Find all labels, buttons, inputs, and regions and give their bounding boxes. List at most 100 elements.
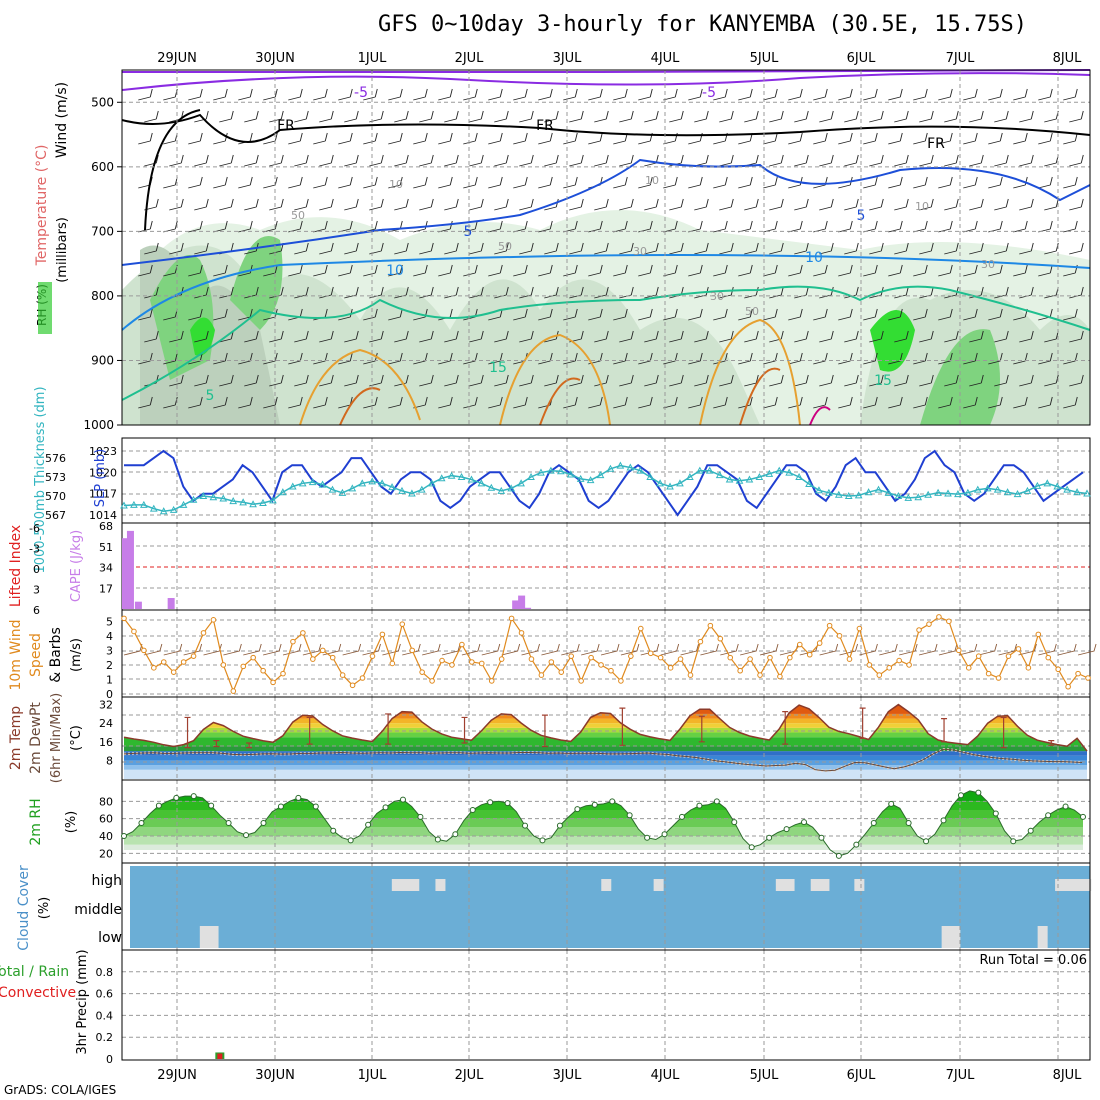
wind-barb [238, 176, 253, 189]
wind-barb [663, 176, 678, 189]
contour-label: FR [927, 136, 945, 152]
wind-barb [488, 88, 503, 101]
wind-barb [1013, 132, 1028, 145]
cloud-bar-high [1072, 879, 1083, 891]
rh-marker [504, 800, 511, 807]
wind-barb [594, 242, 609, 255]
wind-barb [1044, 374, 1059, 387]
slp-tick-label: 1023 [89, 445, 117, 458]
wind-barb [963, 132, 978, 145]
wind-barb [719, 374, 734, 387]
wind-barb [538, 132, 553, 145]
wind-barb [613, 308, 628, 321]
wind-speed-marker [727, 654, 734, 661]
contour-label: 5 [464, 224, 473, 240]
wind-barb [488, 132, 503, 145]
wind-barb [700, 643, 719, 656]
wind-barb [144, 330, 159, 343]
wind-barb [494, 330, 509, 343]
thickness-marker [328, 485, 337, 493]
wind-barb [561, 643, 580, 656]
temp-minmax-bar [941, 717, 948, 743]
thickness-marker [954, 490, 962, 498]
x-tick-label-top: 6JUL [847, 51, 877, 66]
thickness-marker [1043, 479, 1052, 487]
wind-speed-marker [1025, 665, 1032, 671]
wind-barb [1013, 396, 1028, 409]
wind-barb [363, 176, 378, 189]
thickness-marker [745, 475, 754, 483]
rh-marker [957, 792, 964, 799]
rh-marker [748, 844, 755, 851]
wind-barb [638, 352, 653, 365]
wind-speed-marker [469, 659, 475, 665]
wind-barb [344, 110, 359, 123]
wind-speed-marker [329, 654, 336, 661]
run-total-label: Run Total = 0.06 [979, 953, 1087, 968]
wind-barb [788, 88, 803, 101]
wind-barb [938, 264, 953, 277]
wind-barb [481, 643, 501, 656]
wind-barb [888, 396, 903, 409]
wind-barb [594, 154, 609, 167]
temp-minmax-bar [1048, 740, 1055, 746]
wind-barb [413, 132, 428, 145]
wind-barb [319, 154, 334, 167]
ylabel-lifted-index: Lifted Index [8, 525, 24, 607]
wind-barb [1063, 308, 1078, 321]
temp-minmax-bar [619, 707, 626, 746]
wind-barb [944, 198, 959, 211]
wind-barb [388, 132, 403, 145]
wind-barb [263, 352, 278, 365]
wind-barb [1018, 643, 1037, 656]
wind-barb [919, 198, 934, 211]
wind-barb [1013, 264, 1028, 277]
thickness-marker [785, 468, 794, 476]
rh-marker [539, 837, 546, 844]
wind-barb [263, 132, 278, 145]
thickness-marker [547, 466, 555, 474]
wind-barb [1069, 286, 1084, 299]
wind-barb [169, 330, 184, 343]
wind-barb [888, 220, 903, 233]
thickness-marker [189, 495, 198, 503]
wind-barb [794, 110, 809, 123]
wind-barb [563, 88, 578, 101]
wind-barb [944, 374, 959, 387]
wind-barb [363, 88, 378, 101]
cloud-bar-high [400, 879, 411, 891]
wind-barb [594, 330, 609, 343]
wind-barb [419, 286, 434, 299]
wind-speed-marker [707, 622, 714, 629]
wind-speed-marker [548, 659, 555, 665]
temp-minmax-bar [461, 716, 468, 744]
wind-barb [188, 132, 203, 145]
wind-barb [194, 154, 209, 167]
rh-marker [417, 813, 424, 820]
contour-label: 10 [805, 250, 823, 266]
wind-barb [169, 374, 184, 387]
thickness-marker [1033, 481, 1042, 489]
wind-barb [958, 643, 978, 656]
temp-band [124, 746, 1087, 752]
rh-swatch [38, 282, 52, 334]
wind-barb [744, 242, 759, 255]
wind-barb [694, 330, 709, 343]
li-tick-label: 6 [33, 604, 40, 617]
thickness-marker [864, 488, 873, 496]
wind-barb [644, 242, 659, 255]
wind-speed-marker [886, 665, 893, 671]
wind-barb [794, 154, 809, 167]
rh-marker [173, 794, 180, 801]
ylabel-2m-dewpt: 2m DewPt [28, 702, 44, 774]
rh-shade-green [230, 236, 283, 330]
rh-marker [696, 802, 703, 809]
wind-barb [419, 374, 434, 387]
wind-barb [844, 330, 859, 343]
thickness-marker [457, 472, 466, 480]
cape-tick-label: 17 [99, 582, 113, 595]
wind-barb [163, 88, 178, 101]
wind-barb [319, 286, 334, 299]
thickness-marker [666, 482, 674, 490]
wind-barb [338, 176, 353, 189]
